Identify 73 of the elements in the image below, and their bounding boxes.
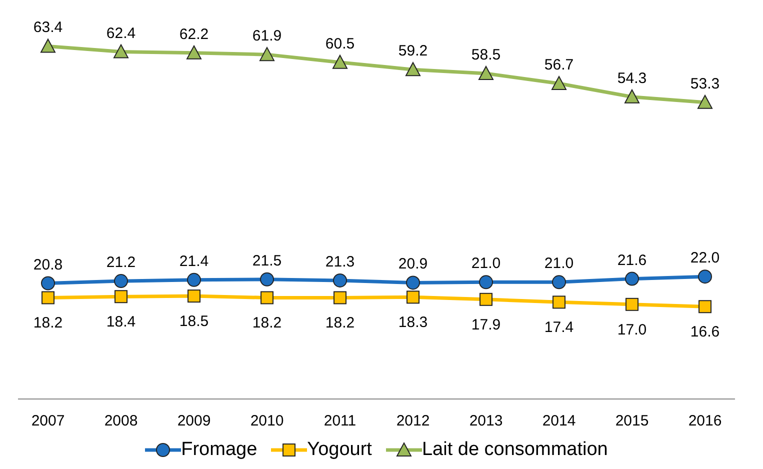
x-tick-label: 2007	[31, 412, 65, 430]
data-label: 60.5	[325, 35, 355, 52]
data-label: 18.2	[325, 314, 355, 332]
point	[260, 47, 274, 62]
point	[334, 291, 346, 304]
data-label: 18.3	[398, 314, 428, 332]
x-tick-label: 2015	[615, 412, 649, 430]
x-tick-label: 2012	[396, 412, 430, 430]
data-label: 21.3	[325, 253, 355, 270]
data-label: 63.4	[33, 19, 63, 36]
data-label: 21.0	[471, 255, 501, 272]
data-label: 16.6	[690, 324, 720, 341]
point	[260, 291, 274, 304]
point	[698, 270, 712, 284]
x-tick-label: 2010	[250, 412, 284, 430]
legend-label: Yogourt	[307, 439, 372, 461]
data-label: 54.3	[617, 70, 647, 87]
point	[260, 272, 274, 286]
point	[698, 94, 712, 109]
data-label: 59.2	[398, 42, 428, 60]
point	[552, 296, 566, 309]
data-label: 61.9	[252, 28, 282, 45]
point	[186, 45, 202, 60]
point	[332, 54, 348, 69]
point	[626, 298, 638, 311]
point	[188, 290, 200, 303]
point	[625, 272, 639, 286]
point	[40, 38, 56, 53]
data-label: 21.6	[617, 252, 647, 269]
data-label: 62.2	[179, 26, 209, 43]
data-label: 18.2	[252, 314, 282, 332]
data-label: 53.3	[690, 75, 720, 92]
data-label: 17.4	[544, 319, 574, 336]
point	[114, 290, 128, 304]
point	[42, 291, 54, 304]
point	[406, 62, 420, 76]
x-tick-label: 2009	[177, 412, 211, 430]
x-tick-label: 2013	[469, 412, 503, 430]
x-tick-label: 2011	[324, 412, 356, 430]
x-tick-label: 2016	[688, 412, 722, 430]
data-label: 20.9	[398, 256, 428, 273]
point	[406, 276, 420, 290]
data-label: 17.0	[617, 321, 647, 338]
point	[552, 275, 566, 290]
data-label: 58.5	[471, 46, 501, 64]
point	[333, 273, 347, 288]
point	[114, 274, 128, 288]
data-label: 21.5	[252, 252, 282, 270]
point	[552, 76, 566, 90]
data-label: 21.0	[544, 255, 574, 272]
point	[624, 89, 640, 104]
data-label: 21.4	[179, 252, 209, 270]
point	[480, 292, 492, 306]
data-label: 18.2	[33, 314, 63, 332]
x-tick-label: 2008	[104, 412, 138, 430]
point	[698, 300, 712, 314]
data-label: 17.9	[471, 316, 501, 334]
data-label: 18.5	[179, 313, 209, 330]
legend-label: Lait de consommation	[422, 439, 608, 461]
point	[114, 44, 128, 58]
point	[41, 276, 55, 290]
point	[478, 66, 494, 80]
data-label: 22.0	[690, 250, 720, 267]
data-label: 56.7	[544, 56, 574, 74]
x-tick-label: 2014	[542, 412, 576, 430]
data-label: 20.8	[33, 256, 63, 274]
point	[479, 275, 493, 290]
data-label: 62.4	[106, 24, 136, 42]
legend-label: Fromage	[181, 439, 258, 461]
data-label: 18.4	[106, 314, 136, 331]
point	[187, 272, 201, 287]
point	[406, 290, 420, 304]
data-label: 21.2	[106, 254, 136, 272]
